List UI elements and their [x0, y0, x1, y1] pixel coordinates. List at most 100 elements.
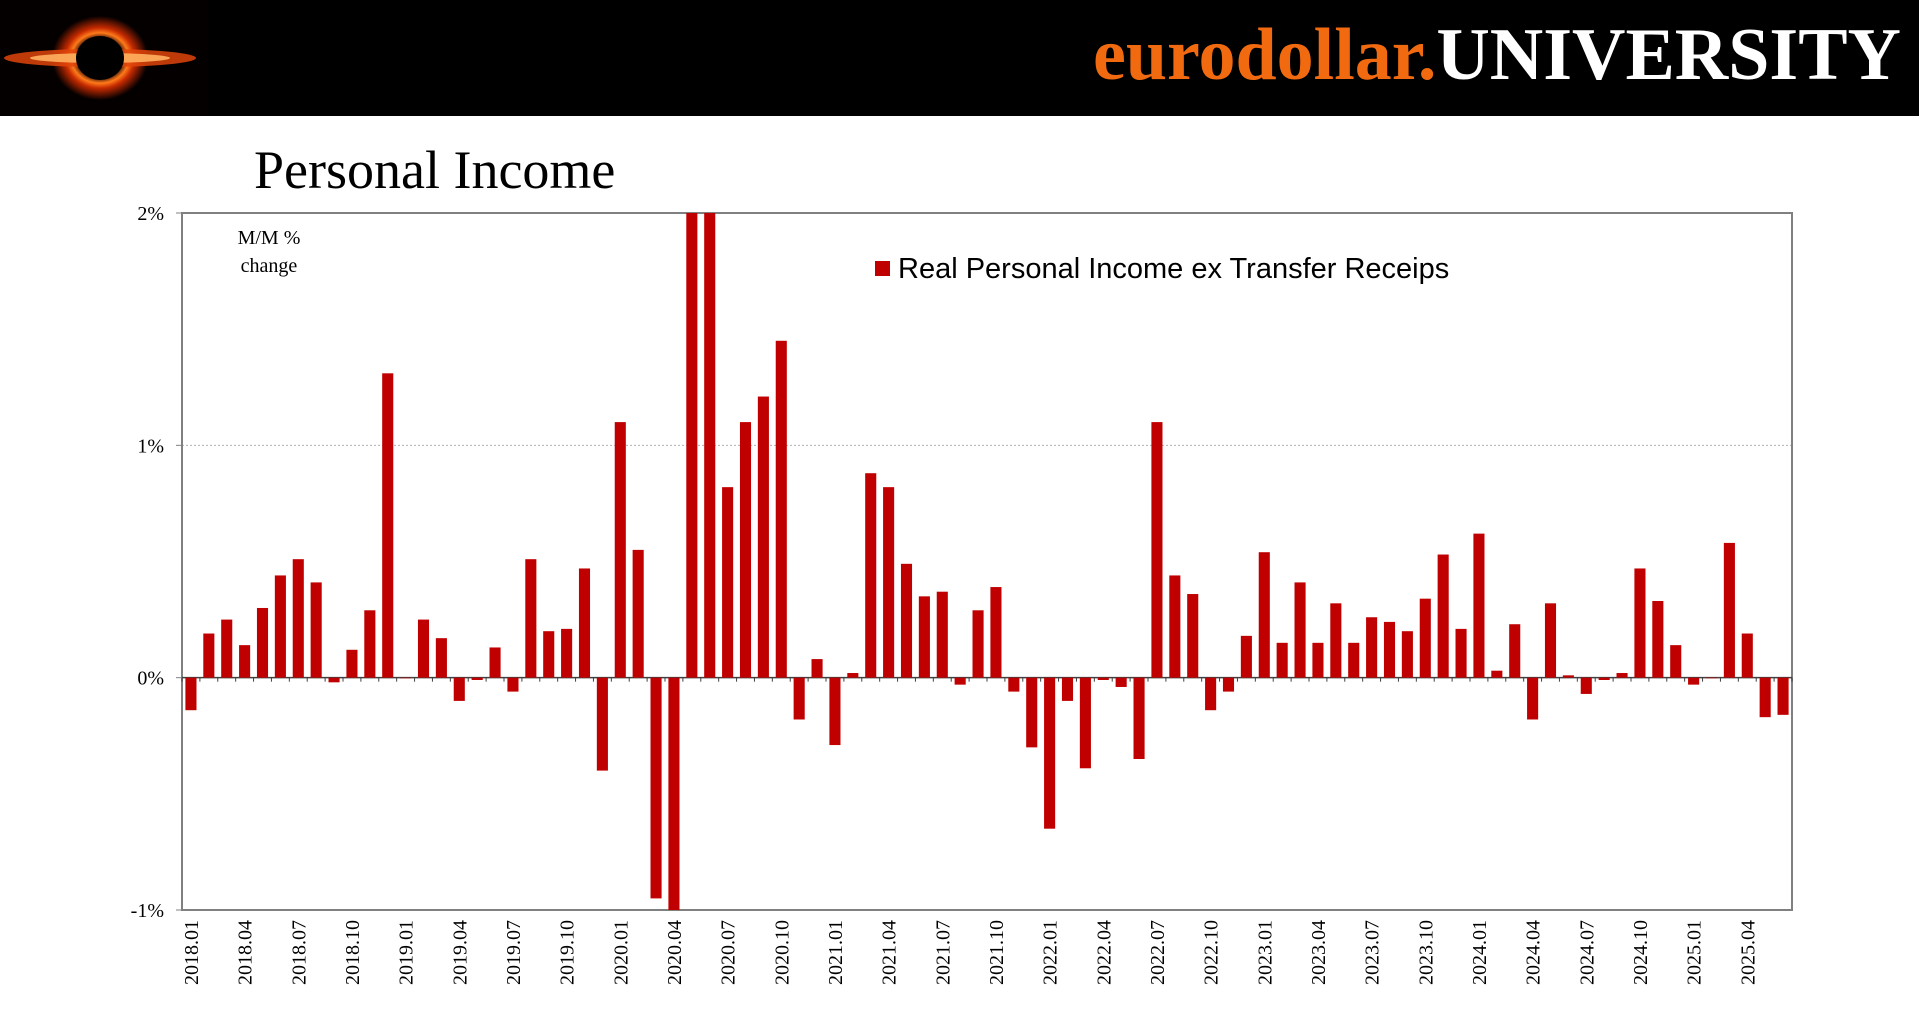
x-tick-label: 2021.10: [986, 920, 1008, 985]
bar: [1652, 601, 1664, 678]
bar: [739, 422, 752, 678]
bars: [185, 213, 1789, 910]
bar: [650, 677, 662, 899]
bar: [1688, 677, 1700, 685]
y-tick-label: 1%: [137, 435, 164, 457]
x-tick-label: 2023.10: [1415, 920, 1437, 985]
y-axis: -1% 0% 1% 2%: [131, 203, 182, 922]
y-tick-label: 0%: [137, 668, 164, 690]
x-tick-label: 2018.07: [288, 920, 310, 985]
x-tick-label: 2019.04: [449, 920, 471, 985]
x-tick-label: 2024.10: [1630, 920, 1652, 985]
bar: [435, 638, 447, 678]
y-tick-label: -1%: [131, 900, 164, 922]
bar: [1562, 675, 1574, 678]
bar: [1777, 677, 1789, 715]
legend-label: Real Personal Income ex Transfer Receips: [898, 253, 1449, 285]
black-hole-logo-icon: [4, 16, 196, 100]
x-tick-label: 2018.01: [181, 920, 203, 985]
bar: [561, 628, 573, 678]
bar: [453, 677, 465, 701]
bar: [1079, 677, 1091, 769]
bar: [1133, 677, 1145, 759]
bar: [400, 677, 412, 679]
x-tick-label: 2023.01: [1254, 920, 1276, 985]
x-tick-label: 2021.04: [879, 920, 901, 985]
bar: [1473, 533, 1485, 678]
bar: [775, 340, 787, 678]
bar: [1616, 673, 1628, 678]
x-tick-label: 2024.04: [1523, 920, 1545, 985]
bar: [632, 549, 644, 678]
x-tick-label: 2023.04: [1308, 920, 1330, 985]
bar: [274, 575, 286, 678]
bar: [990, 587, 1002, 678]
x-tick-label: 2022.10: [1201, 920, 1223, 985]
bar: [1312, 642, 1324, 678]
units-label-line1: M/M %: [238, 227, 301, 249]
bar: [203, 633, 215, 678]
bar: [292, 559, 304, 678]
bar: [1437, 554, 1449, 678]
x-tick-label: 2022.07: [1147, 920, 1169, 985]
bar: [1097, 677, 1109, 680]
x-tick-label: 2022.01: [1040, 920, 1062, 985]
x-tick-label: 2020.07: [718, 920, 740, 985]
page-title: Personal Income: [254, 140, 616, 200]
bar: [1008, 677, 1020, 692]
bar: [668, 677, 680, 910]
bar: [1741, 633, 1753, 678]
x-tick-label: 2019.07: [503, 920, 525, 985]
plot-border: [181, 212, 1793, 911]
bar: [1455, 628, 1467, 678]
x-tick-label: 2022.04: [1093, 920, 1115, 985]
x-tick-label: 2020.10: [771, 920, 793, 985]
bar: [865, 473, 877, 678]
bar: [811, 659, 823, 678]
bar: [1509, 624, 1521, 678]
bar: [1205, 677, 1217, 711]
x-tick-label: 2025.04: [1737, 920, 1759, 985]
bar: [883, 487, 895, 678]
bar: [1723, 542, 1735, 678]
x-tick-label: 2018.04: [235, 920, 257, 985]
bar: [346, 649, 358, 678]
x-tick-label: 2020.04: [664, 920, 686, 985]
x-tick-label: 2024.01: [1469, 920, 1491, 985]
bar: [1115, 677, 1127, 687]
bar: [256, 607, 269, 678]
bar: [1276, 642, 1288, 678]
bar: [918, 596, 930, 678]
bar: [1670, 645, 1682, 678]
brand-part1: eurodollar.: [1092, 14, 1437, 96]
bar: [382, 373, 394, 678]
bar: [1366, 617, 1378, 678]
bar: [722, 487, 734, 678]
bar: [578, 568, 591, 678]
x-tick-label: 2018.10: [342, 920, 364, 985]
bar: [1151, 422, 1163, 678]
bar: [471, 677, 483, 680]
bar: [1044, 677, 1056, 829]
x-tick-label: 2019.10: [557, 920, 579, 985]
bar: [1294, 582, 1306, 678]
bar: [686, 213, 698, 678]
bar: [936, 591, 948, 678]
bar: [972, 610, 984, 678]
bar: [185, 677, 197, 711]
bar: [221, 619, 233, 678]
x-tick-label: 2021.07: [932, 920, 954, 985]
header-banner: eurodollar.UNIVERSITY: [0, 0, 1919, 116]
bar: [900, 563, 913, 678]
bar: [364, 610, 376, 678]
bar: [847, 673, 859, 678]
x-axis: 2018.01 2018.04 2018.07 2018.10 2019.01 2019.…: [181, 920, 1759, 985]
bar: [1634, 568, 1646, 678]
bar: [310, 582, 322, 678]
bar: [1240, 635, 1252, 678]
bar: [757, 396, 769, 678]
bar: [525, 559, 537, 678]
bar: [1580, 677, 1592, 694]
bar: [1544, 603, 1557, 678]
units-label-line2: change: [241, 255, 298, 277]
